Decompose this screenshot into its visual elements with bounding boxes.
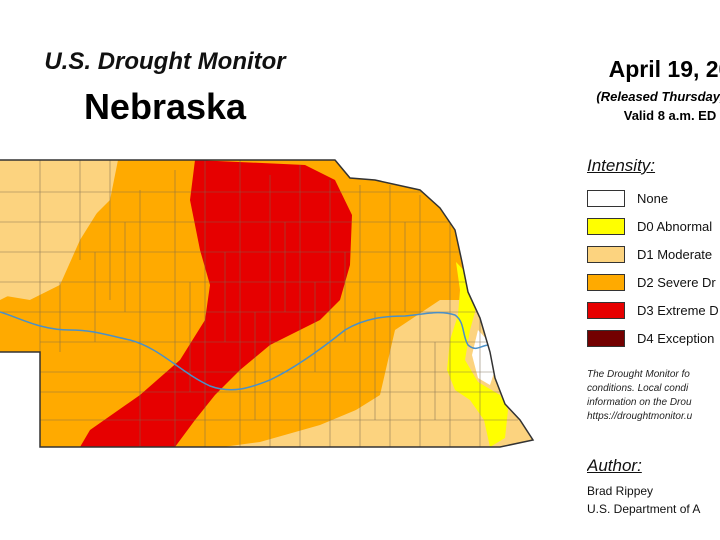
- release-note: (Released Thursday, Ap: [596, 89, 720, 104]
- legend-title: Intensity:: [587, 156, 656, 175]
- legend-item-none: None: [587, 184, 720, 212]
- d2-panhandle-area: [0, 285, 75, 352]
- map-date: April 19, 20: [608, 56, 720, 82]
- platte-river: [0, 311, 489, 391]
- state-title: Nebraska: [83, 86, 247, 127]
- legend-label: D1 Moderate: [637, 246, 713, 262]
- valid-time: Valid 8 a.m. ED: [623, 108, 717, 123]
- disclaimer-note: The Drought Monitor fo conditions. Local…: [587, 368, 720, 424]
- legend: Intensity: None D0 Abnormal D1 Moderate …: [587, 156, 720, 352]
- note-link[interactable]: https://droughtmonitor.u: [587, 411, 693, 422]
- legend-item-d3: D3 Extreme D: [587, 296, 720, 324]
- author-org: U.S. Department of A: [587, 502, 701, 516]
- legend-label: D2 Severe Dr: [637, 274, 716, 290]
- author-title: Author:: [587, 456, 642, 475]
- author-block: Author: Brad Rippey U.S. Department of A: [587, 456, 720, 516]
- nebraska-outline: [0, 159, 535, 448]
- note-line: information on the Drou: [587, 397, 692, 408]
- legend-item-d4: D4 Exception: [587, 324, 720, 352]
- d3-extreme-area: [80, 160, 352, 447]
- legend-label: None: [637, 190, 669, 206]
- nebraska-drought-map: [0, 159, 535, 448]
- note-line: The Drought Monitor fo: [587, 369, 690, 380]
- map-title-block: U.S. Drought Monitor Nebraska: [0, 48, 330, 128]
- product-title: U.S. Drought Monitor: [44, 48, 286, 75]
- d1-panhandle-area: [0, 160, 110, 300]
- legend-label: D3 Extreme D: [637, 302, 719, 318]
- drought-layers: [0, 160, 533, 447]
- legend-swatch: [587, 273, 625, 291]
- legend-label: D0 Abnormal: [637, 218, 713, 234]
- legend-swatch: [587, 217, 625, 235]
- note-line: conditions. Local condi: [587, 383, 689, 394]
- d0-abnormal-area: [447, 262, 508, 447]
- date-block: April 19, 20 (Released Thursday, Ap Vali…: [540, 56, 720, 123]
- legend-label: D4 Exception: [637, 330, 715, 346]
- county-lines: [0, 160, 518, 447]
- legend-swatch: [587, 301, 625, 319]
- legend-item-d0: D0 Abnormal: [587, 212, 720, 240]
- legend-item-d1: D1 Moderate: [587, 240, 720, 268]
- author-name: Brad Rippey: [587, 484, 654, 498]
- legend-swatch: [587, 329, 625, 347]
- legend-swatch: [587, 245, 625, 263]
- legend-item-d2: D2 Severe Dr: [587, 268, 720, 296]
- legend-swatch: [587, 189, 625, 207]
